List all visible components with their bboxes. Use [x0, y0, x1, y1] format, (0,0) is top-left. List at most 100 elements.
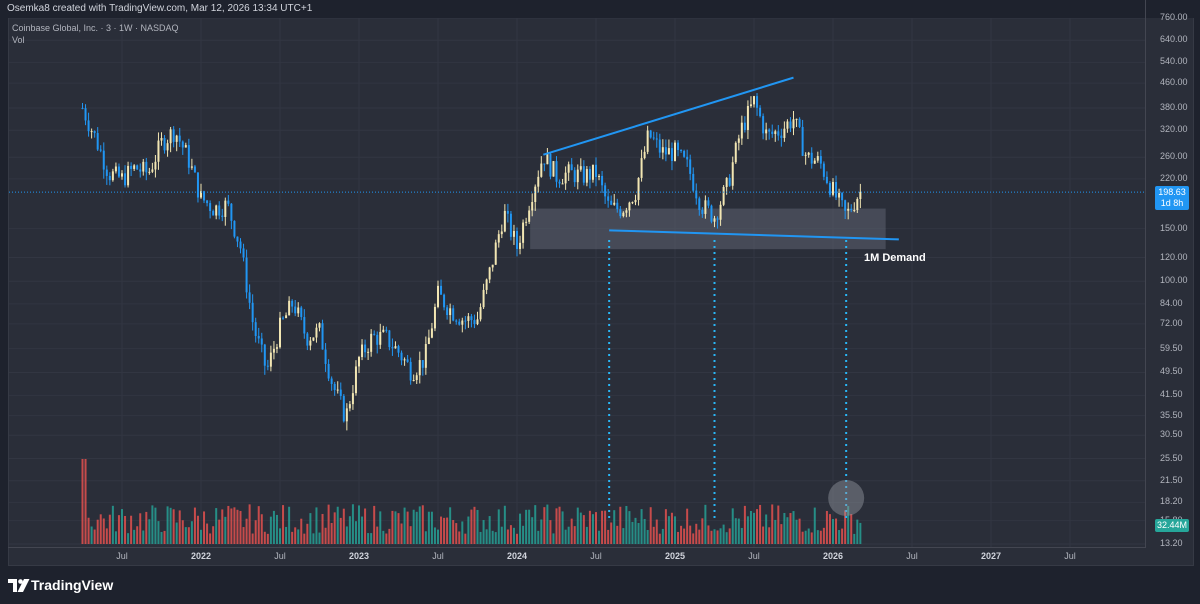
volume-bar — [525, 509, 528, 544]
candle-body — [716, 218, 719, 220]
candle-body — [248, 292, 251, 303]
candle-body — [251, 302, 254, 323]
time-tick: Jul — [274, 551, 286, 561]
volume-bar — [695, 523, 698, 544]
candle-body — [166, 143, 169, 151]
volume-bar — [464, 533, 467, 544]
volume-bar — [87, 517, 90, 544]
time-tick: 2022 — [190, 551, 212, 561]
volume-bar — [859, 522, 862, 544]
candle-body — [84, 108, 87, 121]
candle-body — [601, 176, 604, 186]
volume-bar — [275, 514, 278, 544]
candle-body — [206, 200, 209, 204]
candle-body — [333, 383, 336, 391]
candle-body — [111, 171, 114, 181]
candle-body — [804, 154, 807, 156]
time-tick: 2026 — [822, 551, 844, 561]
candle-body — [646, 130, 649, 152]
volume-bar — [692, 533, 695, 544]
candle-body — [391, 347, 394, 349]
volume-bar — [756, 509, 759, 544]
volume-bar — [339, 517, 342, 544]
volume-bar — [388, 528, 391, 544]
volume-bar — [99, 514, 102, 544]
volume-bar — [619, 506, 622, 544]
price-axis[interactable] — [1145, 0, 1195, 548]
candle-body — [266, 365, 269, 367]
candle-body — [555, 161, 558, 182]
volume-bar — [604, 510, 607, 544]
candle-body — [616, 202, 619, 210]
candle-body — [683, 150, 686, 157]
volume-bar — [218, 519, 221, 544]
candle-body — [358, 357, 360, 367]
volume-indicator-label[interactable]: Vol — [12, 35, 25, 45]
candle-body — [470, 316, 473, 321]
candle-body — [473, 320, 476, 325]
volume-bar — [737, 518, 740, 544]
volume-bar — [239, 510, 242, 544]
volume-bar — [595, 512, 597, 544]
volume-bar — [704, 504, 707, 544]
tradingview-logo-icon[interactable] — [8, 576, 30, 594]
candle-body — [652, 137, 655, 139]
candle-body — [424, 343, 427, 368]
candle-body — [628, 202, 631, 211]
candle-body — [151, 169, 154, 172]
candle-body — [209, 203, 212, 212]
candle-body — [467, 316, 470, 321]
volume-bar — [81, 459, 84, 544]
volume-bar — [84, 459, 87, 544]
candle-body — [406, 359, 409, 362]
tradingview-brand-text[interactable]: TradingView — [31, 577, 114, 593]
candle-body — [783, 128, 786, 138]
candle-body — [148, 171, 151, 173]
volume-bar — [516, 533, 518, 544]
candle-body — [494, 242, 497, 265]
candle-body — [564, 172, 567, 184]
candle-body — [825, 176, 828, 184]
candle-body — [269, 352, 272, 367]
candle-body — [321, 323, 324, 350]
volume-bar — [102, 518, 105, 544]
volume-bar — [509, 525, 512, 544]
volume-bar — [543, 507, 546, 544]
candle-body — [558, 181, 561, 184]
volume-bar — [667, 516, 670, 544]
volume-bar — [136, 526, 139, 544]
candle-body — [576, 169, 579, 183]
volume-bar — [500, 526, 503, 544]
bar-countdown: 1d 8h — [1160, 198, 1184, 208]
volume-bar — [522, 525, 525, 544]
volume-bar — [540, 519, 543, 544]
candle-body — [588, 169, 591, 180]
candle-body — [90, 131, 93, 133]
volume-bar — [646, 529, 649, 544]
volume-bar — [400, 523, 403, 544]
candle-body — [622, 212, 625, 217]
candle-body — [689, 159, 692, 174]
volume-bar — [689, 525, 692, 544]
volume-bar — [482, 520, 485, 544]
demand-zone-label[interactable]: 1M Demand — [864, 252, 926, 264]
volume-bar — [683, 528, 686, 544]
volume-bar — [470, 509, 473, 544]
volume-bar — [157, 521, 160, 544]
candle-body — [260, 338, 263, 345]
candle-body — [497, 234, 500, 243]
time-axis[interactable] — [8, 547, 1145, 548]
volume-bar — [506, 529, 509, 544]
symbol-title[interactable]: Coinbase Global, Inc. · 3 · 1W · NASDAQ — [12, 23, 179, 33]
candle-body — [762, 116, 765, 134]
chart-frame[interactable] — [8, 0, 1194, 566]
candle-body — [294, 306, 297, 314]
volume-bar — [588, 510, 591, 544]
candle-body — [272, 348, 275, 353]
candle-body — [154, 161, 157, 170]
volume-bar — [658, 533, 661, 544]
price-tick: 18.20 — [1160, 496, 1183, 507]
candle-body — [503, 210, 506, 232]
volume-bar — [449, 507, 452, 544]
